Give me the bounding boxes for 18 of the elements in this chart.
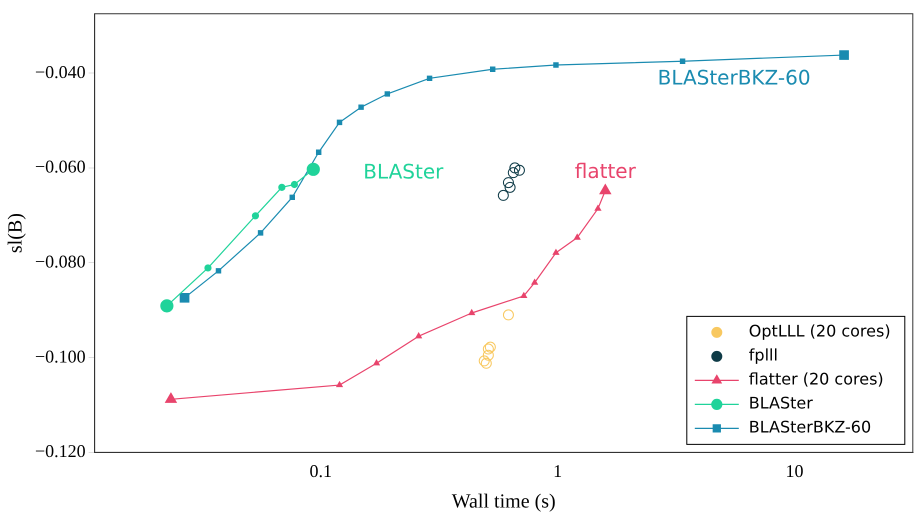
- annotation: BLASterBKZ-60: [658, 65, 811, 90]
- x-tick-label: 1: [553, 460, 562, 481]
- y-tick-label: −0.100: [34, 346, 86, 366]
- y-tick-label: −0.120: [34, 441, 86, 462]
- legend-label: OptLLL (20 cores): [748, 322, 891, 341]
- y-tick-label: −0.040: [34, 62, 86, 82]
- legend-label: BLASter: [748, 394, 814, 413]
- x-axis-title: Wall time (s): [452, 490, 556, 512]
- y-axis-title: sl(B): [4, 213, 26, 254]
- x-tick-label: 0.1: [310, 460, 332, 481]
- annotation: flatter: [574, 158, 637, 183]
- legend-label: flatter (20 cores): [748, 370, 884, 389]
- legend-label: fplll: [748, 346, 778, 365]
- y-tick-label: −0.080: [34, 251, 86, 272]
- legend-label: BLASterBKZ-60: [748, 418, 872, 437]
- annotation: BLASter: [363, 160, 444, 184]
- x-tick-label: 10: [785, 460, 804, 481]
- y-tick-label: −0.060: [34, 156, 86, 177]
